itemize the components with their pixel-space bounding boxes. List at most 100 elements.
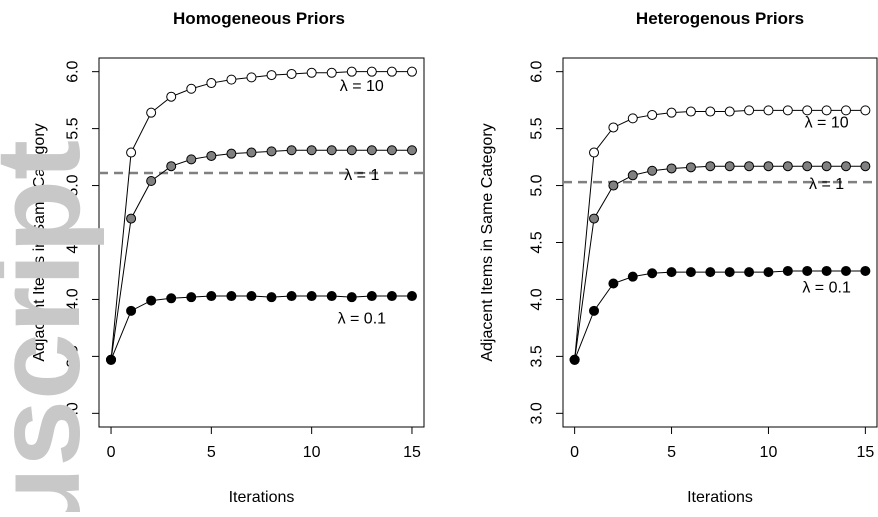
p1-series-1-point	[266, 70, 277, 81]
p1-series-1-point	[386, 66, 397, 77]
p2-series-2-point	[666, 163, 677, 174]
p1-series-3-point	[306, 291, 317, 302]
p2-series-1-point	[821, 105, 832, 116]
p1-series-2-point	[126, 213, 137, 224]
p1-series-2-point	[206, 150, 217, 161]
p2-series-2-point	[802, 161, 813, 172]
p1-series-2-point	[186, 154, 197, 165]
p2-x-tick-label: 10	[760, 444, 778, 461]
p1-series-1-point	[326, 67, 337, 78]
p2-series-3-point	[744, 267, 755, 278]
p2-series-2-point	[685, 162, 696, 173]
p2-y-tick-label: 6.0	[529, 60, 546, 82]
p1-series-1-point	[346, 66, 357, 77]
p2-series-2-point	[782, 161, 793, 172]
p2-x-tick-label: 15	[856, 444, 874, 461]
p2-series-1-point	[860, 105, 871, 116]
p1-series-2-point	[286, 145, 297, 156]
p1-series-1-point	[146, 107, 157, 118]
p2-series-1-point	[589, 147, 600, 158]
p2-series-2-point	[821, 161, 832, 172]
p2-series-1-point	[782, 105, 793, 116]
p1-series-1-point	[306, 67, 317, 78]
p2-series-1-point	[608, 122, 619, 133]
p2-series-1-point	[627, 113, 638, 124]
p2-series-2-point	[763, 161, 774, 172]
p2-series-1-point	[802, 105, 813, 116]
p1-series-1-point	[366, 66, 377, 77]
p1-x-tick-label: 10	[303, 444, 321, 461]
p2-series-3-point	[821, 265, 832, 276]
watermark-text: uscript	[0, 139, 105, 512]
p1-x-tick-label: 5	[207, 444, 216, 461]
p1-series-3-point	[166, 293, 177, 304]
p2-series-2-point	[705, 161, 716, 172]
p2-series-2-point	[724, 161, 735, 172]
p2-series-2-point	[840, 161, 851, 172]
p1-series-2-point	[306, 145, 317, 156]
p2-series-line-1	[574, 109, 866, 360]
p1-series-3-point	[206, 291, 217, 302]
p1-series-3-point	[386, 291, 397, 302]
p1-y-tick-label: 4.5	[65, 231, 82, 253]
p1-y-tick-label: 4.0	[65, 288, 82, 310]
p1-series-3-point	[406, 291, 417, 302]
p1-series-1-point	[166, 91, 177, 102]
p2-x-tick-label: 5	[667, 444, 676, 461]
p1-series-line-2	[110, 149, 412, 360]
p1-series-2-point	[266, 146, 277, 157]
p1-y-tick-label: 6.0	[65, 60, 82, 82]
p1-series-3-point	[186, 292, 197, 303]
p2-series-1-point	[763, 105, 774, 116]
p2-y-tick-label: 3.0	[529, 402, 546, 424]
p2-series-3-point	[627, 271, 638, 282]
p1-y-tick-label: 5.0	[65, 174, 82, 196]
p2-series-3-point	[608, 278, 619, 289]
p2-series-label-2: λ = 1	[809, 176, 844, 193]
p1-series-3-point	[246, 291, 257, 302]
p1-series-2-point	[406, 145, 417, 156]
p1-series-2-point	[246, 147, 257, 158]
p1-series-3-point	[106, 354, 117, 365]
p1-series-2-point	[366, 145, 377, 156]
p2-series-1-point	[724, 106, 735, 117]
watermark: uscript	[0, 0, 140, 512]
p2-series-label-3: λ = 0.1	[802, 280, 851, 297]
p2-series-line-2	[574, 165, 866, 360]
p2-y-tick-label: 4.5	[529, 231, 546, 253]
p1-series-3-point	[226, 291, 237, 302]
p2-series-1-point	[840, 105, 851, 116]
p2-series-3-point	[666, 267, 677, 278]
p1-series-3-point	[266, 292, 277, 303]
p1-x-tick-label: 15	[403, 444, 421, 461]
p1-series-label-1: λ = 10	[340, 78, 384, 95]
p1-series-2-point	[226, 148, 237, 159]
p2-series-3-point	[802, 265, 813, 276]
p2-series-1-point	[666, 107, 677, 118]
p2-x-tick-label: 0	[570, 444, 579, 461]
p2-series-1-point	[647, 109, 658, 120]
p2-y-tick-label: 5.5	[529, 117, 546, 139]
p2-series-2-point	[608, 180, 619, 191]
p2-y-tick-label: 3.5	[529, 345, 546, 367]
p1-series-2-point	[326, 145, 337, 156]
p1-series-1-point	[206, 78, 217, 89]
p1-series-1-point	[286, 68, 297, 79]
p2-series-3-point	[705, 267, 716, 278]
p2-series-3-point	[685, 267, 696, 278]
p2-series-3-point	[860, 265, 871, 276]
p1-series-3-point	[286, 291, 297, 302]
p1-y-tick-label: 3.5	[65, 345, 82, 367]
p2-series-3-point	[840, 265, 851, 276]
p1-x-tick-label: 0	[107, 444, 116, 461]
p1-series-label-3: λ = 0.1	[338, 310, 387, 327]
p2-series-3-point	[724, 267, 735, 278]
p2-series-2-point	[627, 170, 638, 181]
p1-series-2-point	[166, 161, 177, 172]
p2-series-3-point	[569, 354, 580, 365]
p2-series-2-point	[647, 165, 658, 176]
p2-y-tick-label: 4.0	[529, 288, 546, 310]
p1-series-1-point	[246, 72, 257, 83]
